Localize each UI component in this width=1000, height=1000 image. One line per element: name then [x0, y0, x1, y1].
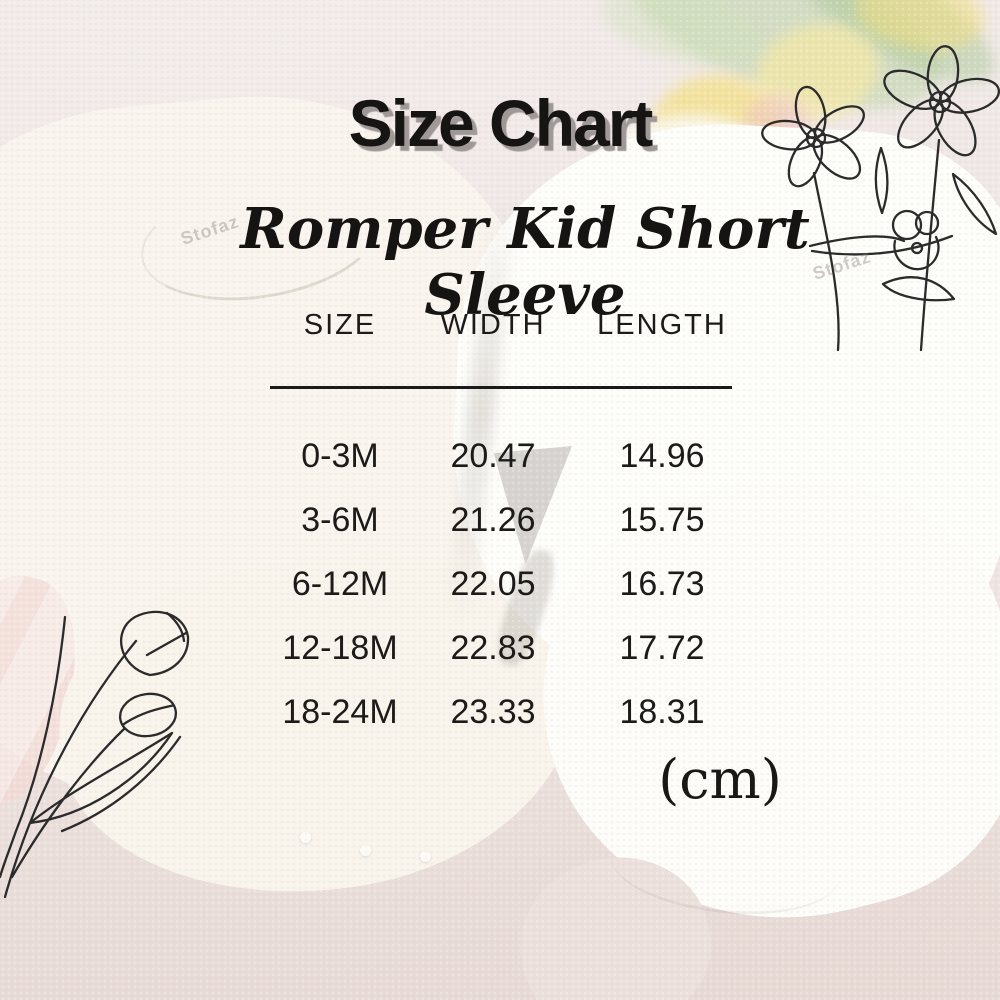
cell-size: 6-12M	[291, 564, 389, 603]
snap-button	[360, 845, 371, 856]
table-row: 0-3M 20.47 14.96	[270, 424, 748, 488]
cell-size: 18-24M	[282, 692, 398, 731]
cell-width: 20.47	[450, 436, 536, 475]
cell-size: 3-6M	[301, 500, 379, 539]
table-row: 3-6M 21.26 15.75	[270, 488, 748, 552]
cell-width: 21.26	[450, 500, 536, 539]
table-divider	[270, 386, 732, 389]
cell-width: 22.05	[450, 564, 536, 603]
table-header-row: SIZE WIDTH LENGTH	[270, 300, 748, 350]
cell-size: 0-3M	[301, 436, 379, 475]
cell-length: 18.31	[619, 692, 705, 731]
cell-length: 14.96	[619, 436, 705, 475]
cell-size: 12-18M	[282, 628, 398, 667]
cell-length: 16.73	[619, 564, 705, 603]
flower-line-art-icon	[761, 45, 1000, 352]
snap-button	[420, 851, 431, 862]
table-body: 0-3M 20.47 14.96 3-6M 21.26 15.75 6-12M …	[270, 424, 748, 744]
col-header-size: SIZE	[303, 308, 377, 341]
product-name: Romper Kid Short Sleeve	[240, 196, 810, 328]
cell-width: 23.33	[450, 692, 536, 731]
cell-length: 15.75	[619, 500, 705, 539]
snap-button	[300, 832, 311, 843]
cell-width: 22.83	[450, 628, 536, 667]
cell-length: 17.72	[619, 628, 705, 667]
table-row: 12-18M 22.83 17.72	[270, 616, 748, 680]
tulip-line-art-icon	[0, 610, 190, 899]
col-header-width: WIDTH	[440, 308, 546, 341]
table-row: 6-12M 22.05 16.73	[270, 552, 748, 616]
size-table: SIZE WIDTH LENGTH 0-3M 20.47 14.96 3-6M …	[270, 300, 748, 744]
col-header-length: LENGTH	[597, 308, 727, 341]
unit-label: (cm)	[658, 748, 782, 811]
table-row: 18-24M 23.33 18.31	[270, 680, 748, 744]
page-title: Size Chart	[348, 86, 654, 160]
